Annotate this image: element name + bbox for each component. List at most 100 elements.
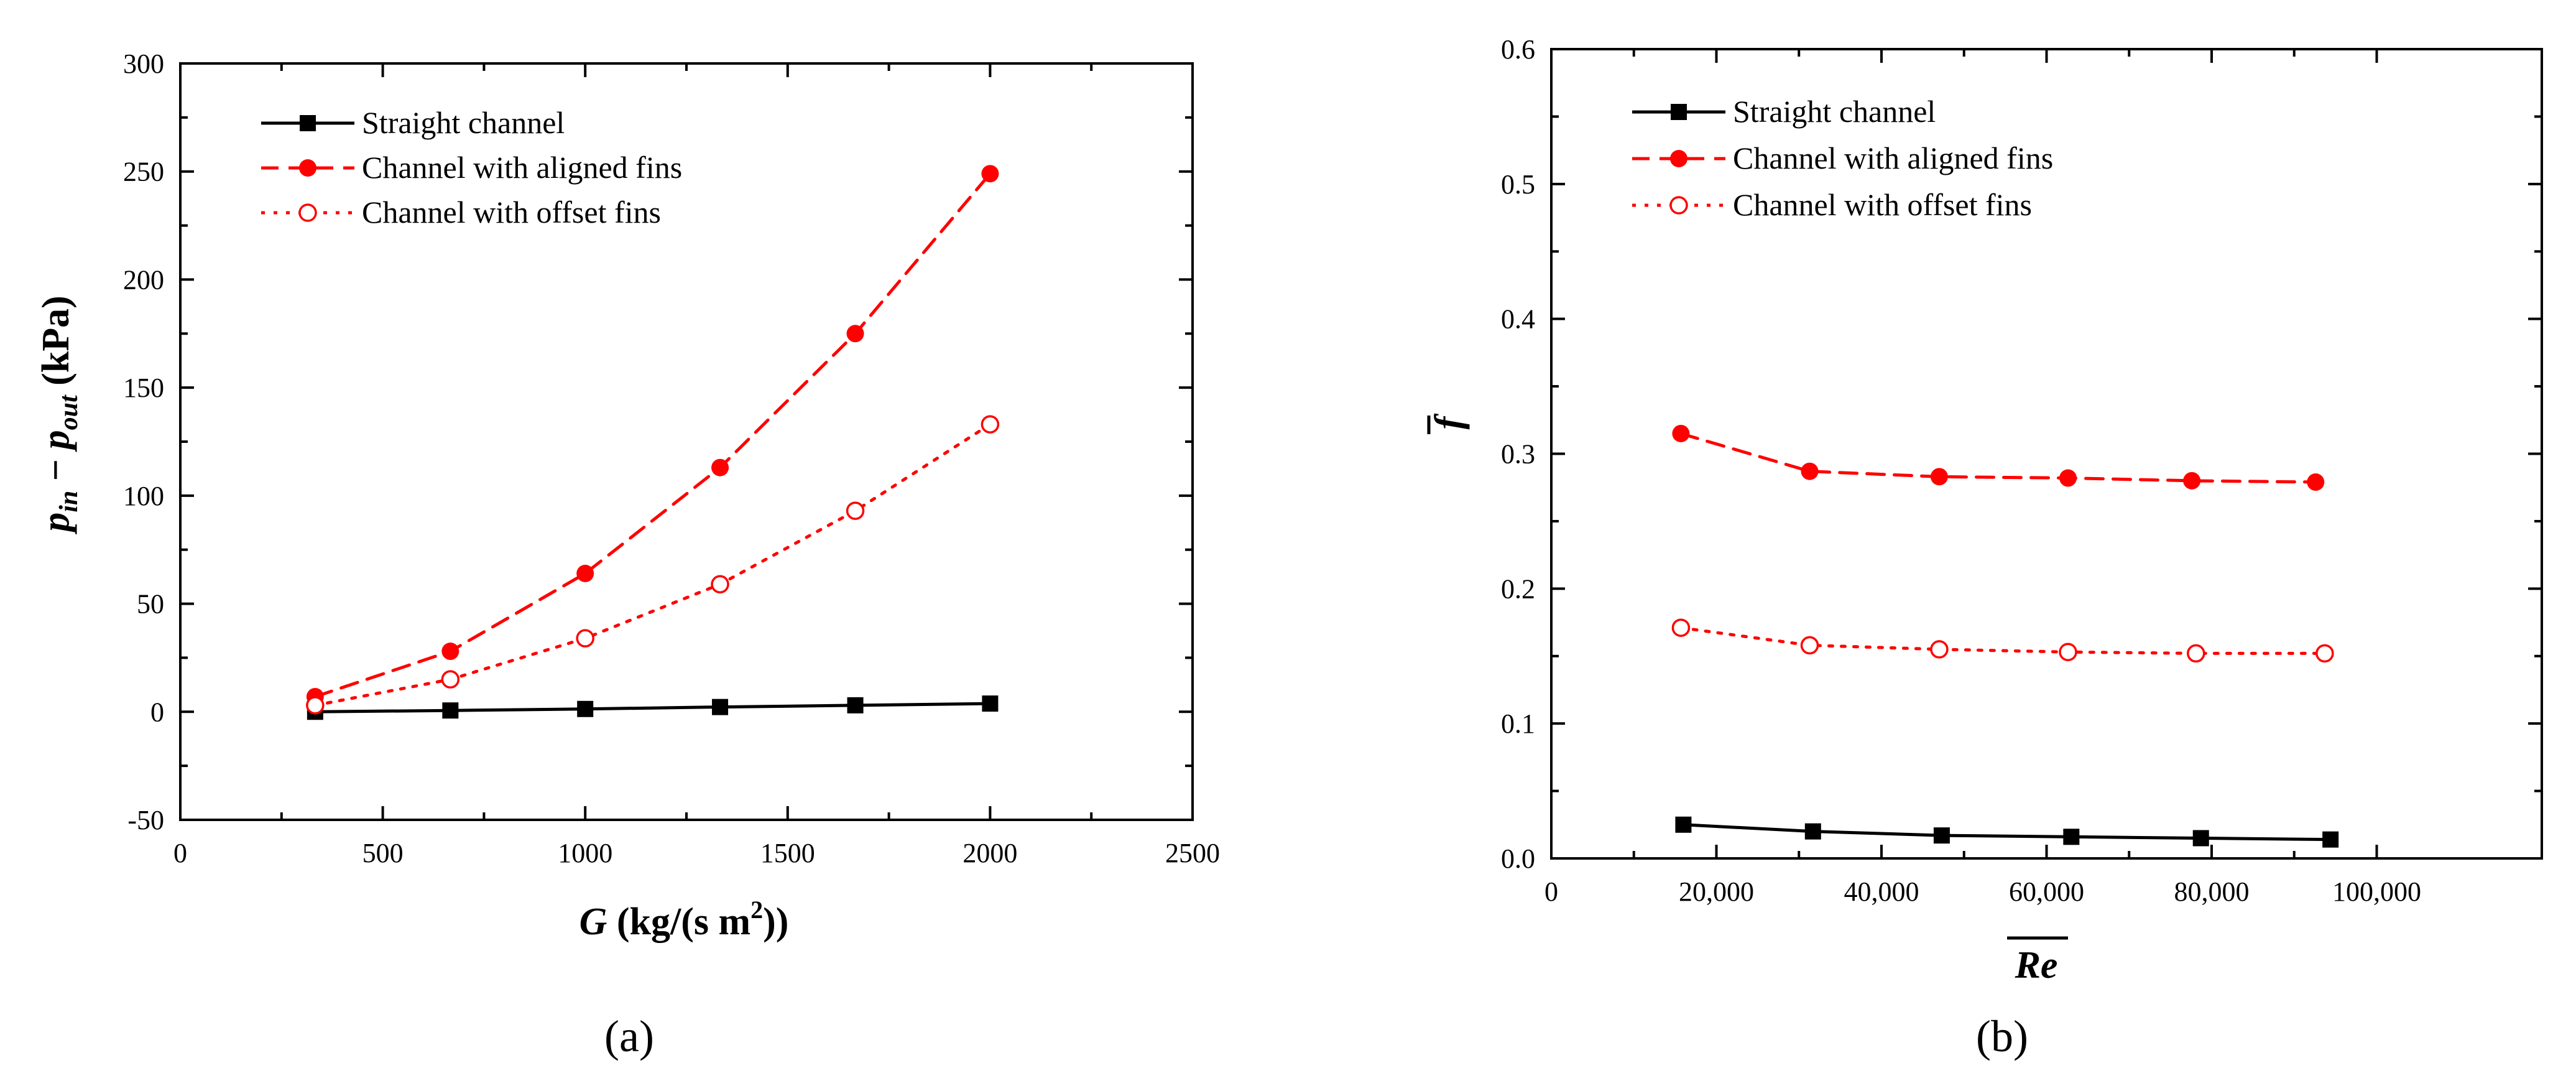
data-point xyxy=(982,695,999,712)
svg-text:Re: Re xyxy=(2015,944,2058,987)
y-tick-label: 0.5 xyxy=(1501,169,1535,200)
data-point xyxy=(1675,816,1692,833)
legend-label: Channel with offset fins xyxy=(362,195,661,230)
data-point xyxy=(847,697,864,713)
series-a xyxy=(306,165,1000,720)
y-tick-label: 0.3 xyxy=(1501,439,1535,470)
legend-a: Straight channel Channel with aligned fin… xyxy=(261,105,682,230)
data-point xyxy=(1804,823,1821,840)
chart-panel-b: 0 20,000 40,000 60,000 80,000 100,000 0.0 0.1 0.… xyxy=(1427,34,2543,1061)
y-tick-label: 50 xyxy=(137,589,164,620)
data-point xyxy=(1800,636,1819,655)
svg-text:f: f xyxy=(1428,413,1470,429)
data-point xyxy=(846,501,865,520)
legend-label: Channel with aligned fins xyxy=(1733,141,2053,175)
chart-panel-a: 0 500 1000 1500 2000 2500 -50 0 50 100 150 200 250 30… xyxy=(35,49,1220,1061)
y-tick-label: 0 xyxy=(150,697,164,727)
axes-ticks-b: 0 20,000 40,000 60,000 80,000 100,000 0.0 0.1 0.… xyxy=(1501,34,2542,907)
legend-marker xyxy=(298,203,317,222)
axes-ticks-a: 0 500 1000 1500 2000 2500 -50 0 50 100 150 200 250 30… xyxy=(123,49,1220,868)
y-tick-label: 0.6 xyxy=(1501,34,1535,65)
legend-item: Channel with aligned fins xyxy=(1632,141,2053,175)
x-tick-label: 0 xyxy=(173,838,187,868)
data-point xyxy=(981,165,999,183)
data-point xyxy=(1930,468,1948,486)
y-tick-label: 0.1 xyxy=(1501,708,1535,739)
data-point xyxy=(846,325,864,343)
series-line xyxy=(313,702,992,713)
data-point xyxy=(441,670,460,689)
x-tick-label: 500 xyxy=(362,838,404,868)
data-point xyxy=(2059,643,2077,661)
panel-label-b: (b) xyxy=(1976,1011,2028,1061)
data-point xyxy=(1671,618,1691,637)
y-tick-label: 150 xyxy=(123,373,164,403)
x-tick-label: 100,000 xyxy=(2332,876,2421,907)
legend-label: Straight channel xyxy=(362,105,565,140)
data-point xyxy=(2307,473,2325,491)
data-point xyxy=(2187,644,2205,663)
data-point xyxy=(577,700,594,717)
data-point xyxy=(711,575,729,594)
legend-label: Channel with offset fins xyxy=(1733,187,2032,222)
x-tick-label: 0 xyxy=(1544,876,1558,907)
x-tick-label: 60,000 xyxy=(2009,876,2084,907)
data-point xyxy=(1801,462,1819,480)
y-tick-label: 300 xyxy=(123,49,164,79)
data-point xyxy=(2059,469,2077,487)
legend-label: Straight channel xyxy=(1733,94,1936,129)
y-tick-label: 200 xyxy=(123,264,164,295)
data-point xyxy=(711,458,729,476)
legend-item: Channel with offset fins xyxy=(261,195,661,230)
x-tick-label: 2500 xyxy=(1165,838,1220,868)
legend-item: Channel with offset fins xyxy=(1632,187,2032,222)
panel-label-a: (a) xyxy=(604,1011,654,1061)
x-tick-label: 1500 xyxy=(760,838,815,868)
y-tick-label: 250 xyxy=(123,157,164,187)
data-point xyxy=(306,696,325,715)
data-point xyxy=(576,629,594,648)
y-tick-label: 100 xyxy=(123,481,164,511)
legend-item: Channel with aligned fins xyxy=(261,150,682,185)
data-point xyxy=(2322,831,2339,848)
y-tick-label: -50 xyxy=(127,805,164,835)
data-point xyxy=(2063,829,2080,845)
legend-item: Straight channel xyxy=(261,105,565,140)
y-tick-label: 0.2 xyxy=(1501,574,1535,604)
x-tick-label: 20,000 xyxy=(1679,876,1754,907)
x-tick-label: 1000 xyxy=(558,838,612,868)
series-a-1 xyxy=(306,165,999,705)
legend-label: Channel with aligned fins xyxy=(362,150,682,185)
legend-marker xyxy=(1670,150,1687,167)
data-point xyxy=(441,643,459,661)
series-line xyxy=(1679,626,2327,655)
x-tick-label: 2000 xyxy=(963,838,1017,868)
legend-marker xyxy=(300,115,316,131)
series-b-1 xyxy=(1672,424,2325,491)
series-line xyxy=(313,172,992,699)
legend-b: Straight channel Channel with aligned fin… xyxy=(1632,94,2053,222)
data-point xyxy=(576,564,594,582)
series-a-2 xyxy=(306,415,1000,715)
legend-item: Straight channel xyxy=(1632,94,1936,129)
x-tick-label: 80,000 xyxy=(2174,876,2250,907)
data-point xyxy=(1933,827,1950,844)
series-b-2 xyxy=(1671,618,2334,663)
series-line xyxy=(313,422,992,707)
data-point xyxy=(712,699,729,715)
y-axis-title-b: f xyxy=(1427,413,1470,434)
series-a-0 xyxy=(307,695,999,720)
series-line xyxy=(1681,823,2332,842)
x-axis-title-b: Re xyxy=(2007,936,2068,987)
legend-marker xyxy=(299,159,316,177)
x-tick-label: 40,000 xyxy=(1844,876,1919,907)
data-point xyxy=(1672,424,1690,442)
legend-marker xyxy=(1669,196,1688,215)
data-point xyxy=(2315,644,2334,663)
legend-marker xyxy=(1671,104,1687,120)
y-tick-label: 0.4 xyxy=(1501,304,1535,335)
y-tick-label: 0.0 xyxy=(1501,843,1535,874)
data-point xyxy=(2192,830,2209,847)
data-point xyxy=(981,415,1000,434)
